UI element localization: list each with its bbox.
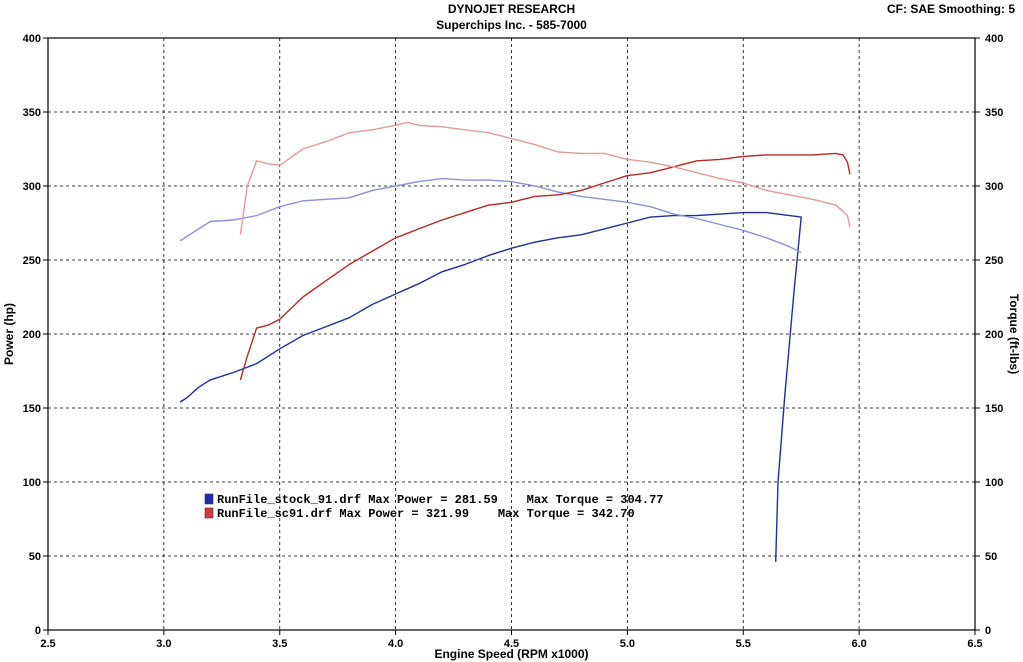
x-tick-label: 4.0 xyxy=(388,638,403,650)
y-tick-label-left: 100 xyxy=(23,477,41,489)
x-tick-label: 6.5 xyxy=(967,638,982,650)
y-tick-label-left: 350 xyxy=(23,107,41,119)
y-tick-label-right: 0 xyxy=(985,625,991,637)
x-tick-label: 5.5 xyxy=(736,638,751,650)
x-tick-label: 4.5 xyxy=(504,638,519,650)
y-tick-label-left: 200 xyxy=(23,329,41,341)
series-line-power-2 xyxy=(239,152,851,381)
y-tick-label-right: 150 xyxy=(985,403,1003,415)
legend-label: RunFile_stock_91.drf Max Power = 281.59 … xyxy=(217,493,663,507)
y-tick-label-left: 400 xyxy=(23,33,41,45)
series-line-power-0 xyxy=(179,211,802,562)
y-tick-label-left: 50 xyxy=(29,551,41,563)
series-group xyxy=(179,121,851,562)
y-tick-label-left: 250 xyxy=(23,255,41,267)
x-tick-label: 6.0 xyxy=(851,638,866,650)
x-axis-title: Engine Speed (RPM x1000) xyxy=(434,647,588,661)
y-tick-label-left: 0 xyxy=(35,625,41,637)
legend-swatch xyxy=(204,507,214,519)
x-tick-label: 2.5 xyxy=(40,638,55,650)
y-tick-label-right: 200 xyxy=(985,329,1003,341)
y-axis-title-right: Torque (ft-lbs) xyxy=(1007,294,1021,374)
y-axis-title-left: Power (hp) xyxy=(2,303,16,365)
legend-swatch xyxy=(204,493,214,505)
x-tick-label: 3.0 xyxy=(156,638,171,650)
x-tick-label: 3.5 xyxy=(272,638,287,650)
legend-label: RunFile_sc91.drf Max Power = 321.99 Max … xyxy=(217,507,635,521)
y-tick-label-right: 50 xyxy=(985,551,997,563)
y-tick-label-right: 250 xyxy=(985,255,1003,267)
chart-subtitle: Superchips Inc. - 585-7000 xyxy=(436,18,587,32)
series-line-torque-3 xyxy=(239,121,851,235)
y-tick-label-left: 150 xyxy=(23,403,41,415)
y-tick-label-right: 400 xyxy=(985,33,1003,45)
y-tick-label-right: 300 xyxy=(985,181,1003,193)
y-tick-label-right: 100 xyxy=(985,477,1003,489)
y-tick-label-right: 350 xyxy=(985,107,1003,119)
series-line-torque-1 xyxy=(179,177,802,254)
legend: RunFile_stock_91.drf Max Power = 281.59 … xyxy=(204,493,663,521)
y-tick-label-left: 300 xyxy=(23,181,41,193)
correction-factor-info: CF: SAE Smoothing: 5 xyxy=(887,2,1015,16)
grid xyxy=(48,38,975,630)
x-tick-label: 5.0 xyxy=(620,638,635,650)
chart-title: DYNOJET RESEARCH xyxy=(447,2,576,16)
